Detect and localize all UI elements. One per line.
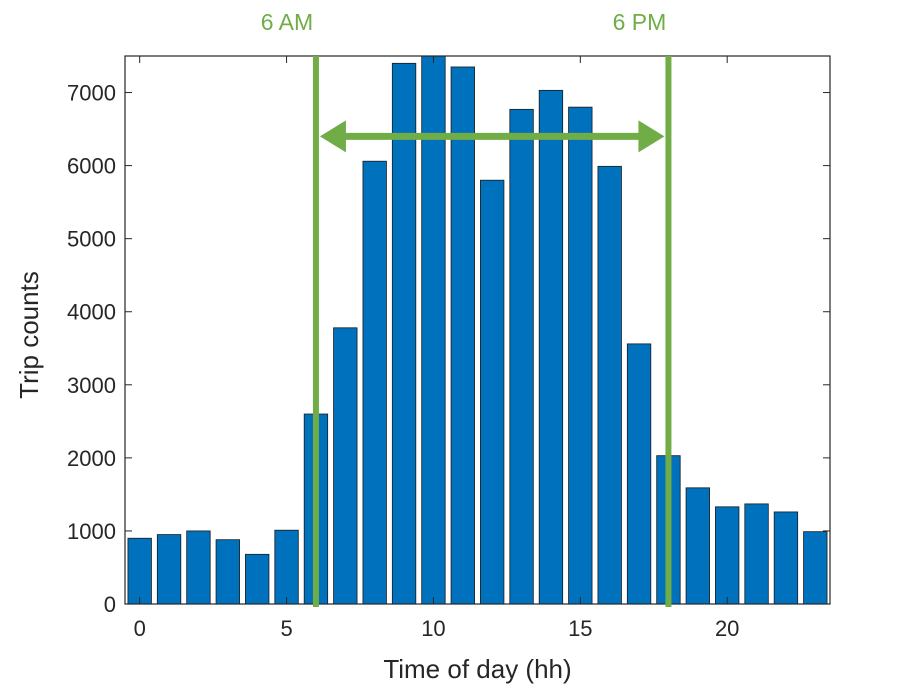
y-axis: 0 1000 2000 3000 4000 5000 6000 7000 xyxy=(67,81,830,617)
bar-hour-20 xyxy=(715,506,740,605)
bar-hour-11 xyxy=(450,66,475,605)
y-tick-label: 7000 xyxy=(67,81,116,106)
marker-label: 6 AM xyxy=(261,9,313,35)
bar-hour-12 xyxy=(480,179,505,605)
bar-hour-21 xyxy=(744,503,769,605)
bar-hour-17 xyxy=(626,343,652,605)
x-tick-label: 5 xyxy=(280,616,292,641)
x-axis: 0 5 10 15 20 xyxy=(134,56,739,641)
bar-hour-13 xyxy=(509,108,534,605)
y-axis-title: Trip counts xyxy=(14,271,44,399)
bar-hour-19 xyxy=(685,487,710,605)
range-arrow-left-head xyxy=(319,120,346,153)
bar-hour-0 xyxy=(127,537,152,605)
y-tick-label: 1000 xyxy=(67,519,116,544)
bar-hour-3 xyxy=(215,539,240,605)
y-tick-label: 2000 xyxy=(67,446,116,471)
y-tick-label: 3000 xyxy=(67,373,116,398)
x-tick-label: 20 xyxy=(715,616,739,641)
x-axis-title: Time of day (hh) xyxy=(383,654,571,684)
bar-hour-22 xyxy=(773,511,799,605)
bar-hour-1 xyxy=(156,534,182,605)
bar-hour-9 xyxy=(391,62,417,605)
bar-hour-8 xyxy=(362,160,387,605)
bars-group xyxy=(127,55,828,605)
bar-hour-14 xyxy=(538,89,564,605)
y-tick-label: 5000 xyxy=(67,227,116,252)
x-tick-label: 0 xyxy=(134,616,146,641)
x-tick-label: 10 xyxy=(421,616,445,641)
bar-hour-5 xyxy=(274,529,299,605)
bar-hour-4 xyxy=(245,553,270,605)
range-arrow-right-head xyxy=(638,120,665,153)
y-tick-label: 6000 xyxy=(67,154,116,179)
time-markers: 6 AM 6 PM xyxy=(261,9,672,607)
bar-hour-23 xyxy=(803,531,828,605)
bar-hour-16 xyxy=(597,165,622,605)
x-tick-label: 15 xyxy=(568,616,592,641)
bar-hour-15 xyxy=(568,106,593,605)
y-tick-label: 4000 xyxy=(67,300,116,325)
marker-label: 6 PM xyxy=(613,9,667,35)
bar-hour-7 xyxy=(333,327,358,605)
axes-box xyxy=(124,55,831,605)
bar-hour-2 xyxy=(186,530,211,605)
y-tick-label: 0 xyxy=(104,592,116,617)
